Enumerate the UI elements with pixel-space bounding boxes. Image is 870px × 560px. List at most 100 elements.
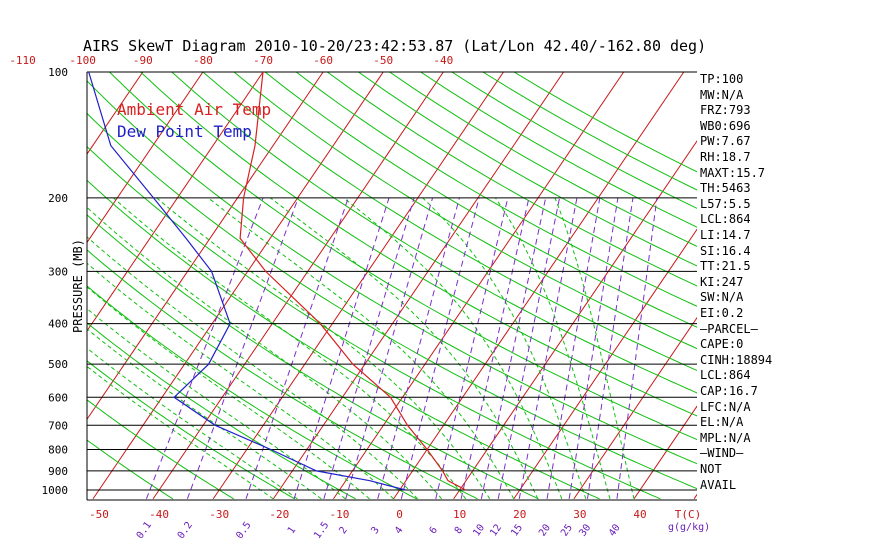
mixing-ratio-tick-label: 10 (471, 522, 487, 538)
sounding-index-item: TT:21.5 (700, 259, 751, 274)
mixing-ratio-tick-label: 25 (559, 522, 575, 538)
sounding-index-item: MPL:N/A (700, 430, 751, 445)
pressure-tick-label: 700 (48, 419, 68, 432)
pressure-tick-label: 200 (48, 192, 68, 205)
isotherm-line (513, 228, 697, 500)
mixing-ratio-tick-label: 6 (428, 525, 440, 536)
legend-dew-point-temp: Dew Point Temp (117, 122, 252, 141)
bottom-temp-tick-label: -50 (89, 508, 109, 521)
pressure-tick-label: 1000 (42, 484, 69, 497)
dry-adiabat-line (389, 72, 697, 247)
mixing-ratio-line (293, 197, 390, 500)
sounding-index-item: CAP:16.7 (700, 384, 758, 398)
mixing-ratio-tick-label: 40 (607, 522, 623, 538)
bottom-temp-tick-label: 20 (513, 508, 526, 521)
dry-adiabat-line (295, 72, 697, 307)
top-temp-tick-label: -80 (193, 54, 213, 67)
bottom-temp-tick-label: -10 (330, 508, 350, 521)
mixing-ratio-line (377, 197, 460, 499)
mixing-ratio-line (497, 197, 561, 499)
mixing-ratio-tick-label: 2 (337, 525, 349, 536)
moist-adiabat-line (343, 197, 563, 500)
sounding-index-item: MW:N/A (700, 87, 744, 102)
sounding-index-item: SW:N/A (700, 290, 744, 305)
chart-frame (86, 71, 697, 501)
isotherm-line (92, 72, 384, 500)
chart-title: AIRS SkewT Diagram 2010-10-20/23:42:53.8… (83, 37, 707, 55)
sounding-index-item: LFC:N/A (700, 399, 751, 414)
dry-adiabat-line (87, 145, 661, 500)
dry-adiabat-line (233, 72, 697, 350)
top-temp-tick-label: -40 (433, 54, 453, 67)
pressure-tick-label: 400 (48, 318, 68, 331)
dry-adiabat-line (451, 72, 697, 209)
mixing-ratio-tick-label: 0.5 (234, 520, 253, 541)
isotherm-line (212, 72, 504, 500)
moist-adiabat-line (113, 197, 467, 500)
dry-adiabat-line (87, 322, 356, 500)
dry-adiabat-line (87, 249, 478, 500)
dry-adiabat-line (87, 112, 697, 490)
mixing-ratio-line (480, 197, 547, 499)
mixing-ratio-line (568, 197, 619, 499)
bottom-temp-tick-label: 40 (633, 508, 646, 521)
mixing-ratio-line (186, 197, 299, 500)
moist-adiabat-line (207, 197, 515, 500)
bottom-temp-tick-label: 10 (453, 508, 466, 521)
mixing-ratio-line (245, 197, 349, 500)
sounding-index-item: LCL:864 (700, 212, 751, 227)
mixing-ratio-tick-label: 12 (488, 522, 504, 538)
sounding-index-item: NOT (700, 462, 722, 476)
dry-adiabat-line (87, 439, 174, 500)
mixing-ratio-line (616, 197, 658, 499)
mixing-ratio-tick-label: 1.5 (312, 520, 331, 541)
mixing-ratio-tick-label: 1 (286, 525, 298, 536)
sounding-index-item: —WIND— (700, 446, 744, 461)
sounding-index-item: RH:18.7 (700, 150, 751, 164)
moist-adiabat-line (87, 328, 322, 500)
isotherm-line (393, 72, 685, 500)
top-temp-tick-label: -90 (133, 54, 153, 67)
top-temp-tick-label: -100 (69, 54, 96, 67)
mixing-ratio-tick-label: 8 (453, 525, 465, 536)
mixing-ratio-axis-label: g(g/kg) (668, 522, 710, 533)
pressure-tick-label: 900 (48, 465, 68, 478)
y-axis-label: PRESSURE (MB) (71, 239, 85, 333)
chart-series (88, 72, 466, 491)
sounding-index-item: FRZ:793 (700, 103, 751, 118)
sounding-index-item: EL:N/A (700, 415, 744, 430)
sounding-index-item: LI:14.7 (700, 228, 751, 242)
mixing-ratio-line (546, 197, 601, 499)
mixing-ratio-line (460, 197, 530, 499)
sounding-index-item: CAPE:0 (700, 337, 744, 352)
dry-adiabat-line (87, 360, 295, 500)
isotherm-line (272, 72, 564, 500)
sounding-index-item: WB0:696 (700, 118, 751, 133)
isotherm-line (87, 72, 264, 332)
pressure-tick-label: 800 (48, 443, 68, 456)
mixing-ratio-line (586, 197, 634, 499)
bottom-temp-tick-label: 30 (573, 508, 586, 521)
dry-adiabat-line (513, 72, 697, 173)
moist-adiabat-line (87, 308, 346, 500)
top-temp-tick-label: -110 (9, 54, 36, 67)
dry-adiabat-line (202, 72, 697, 372)
moist-adiabat-line (269, 197, 539, 500)
mixing-ratio-tick-label: 20 (537, 522, 553, 538)
mixing-ratio-tick-label: 0.1 (135, 520, 154, 541)
isotherm-line (633, 405, 697, 500)
mixing-ratio-tick-label: 0.2 (176, 520, 195, 541)
pressure-tick-label: 600 (48, 391, 68, 404)
isotherm-line (87, 72, 144, 155)
dry-adiabat-line (171, 72, 697, 394)
sounding-index-item: AVAIL (700, 477, 737, 492)
isotherm-line (87, 72, 204, 244)
mixing-ratio-line (518, 197, 578, 499)
dry-adiabat-line (140, 72, 697, 417)
top-temp-tick-label: -60 (313, 54, 333, 67)
bottom-temp-tick-label: -20 (269, 508, 289, 521)
sounding-index-item: TP:100 (700, 72, 744, 86)
sounding-index-item: L57:5.5 (700, 196, 751, 211)
sounding-index-item: CINH:18894 (700, 352, 773, 367)
sounding-index-item: MAXT:15.7 (700, 165, 766, 180)
